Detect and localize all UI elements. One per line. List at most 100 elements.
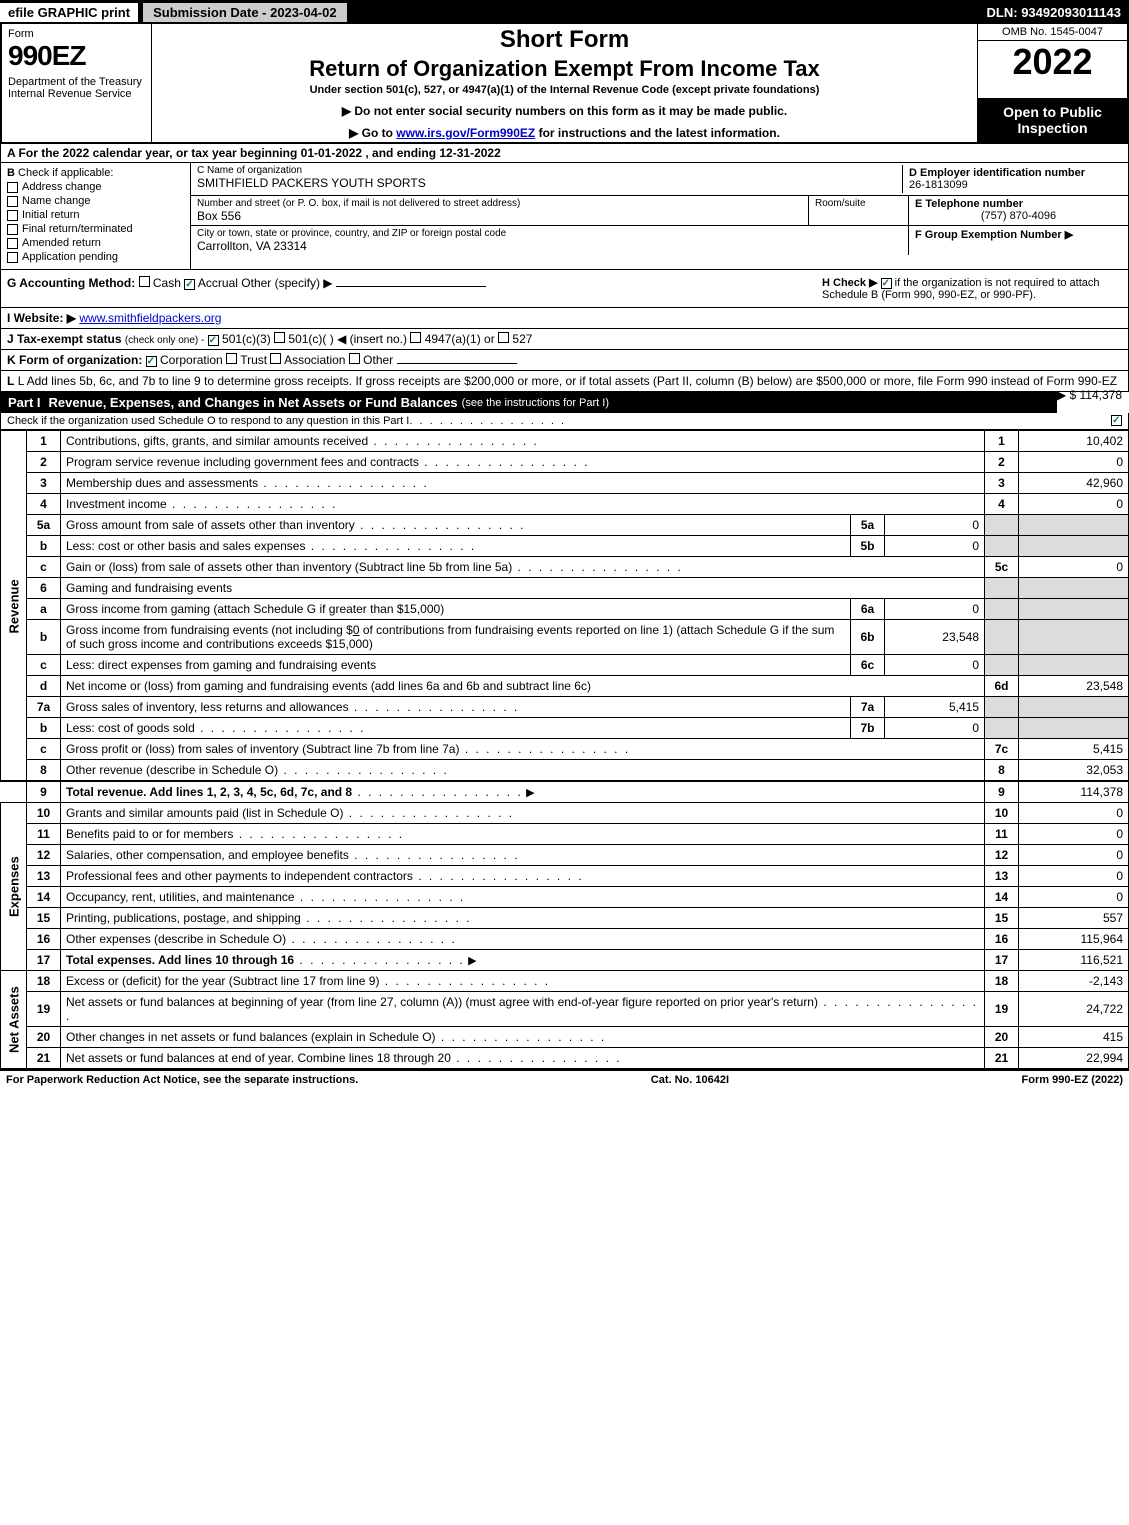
l2-amt: 0 (1019, 452, 1129, 473)
arrow-icon: ▶ (468, 955, 476, 967)
checkbox-icon[interactable] (139, 276, 150, 287)
l6b-sn: 6b (851, 620, 885, 655)
l9-rn: 9 (985, 781, 1019, 803)
l11-amt: 0 (1019, 824, 1129, 845)
l6-desc: Gaming and fundraising events (61, 578, 985, 599)
checkbox-icon[interactable] (226, 353, 237, 364)
tax-year: 2022 (978, 41, 1127, 98)
l3-rn: 3 (985, 473, 1019, 494)
line-21: 21 Net assets or fund balances at end of… (1, 1048, 1129, 1069)
page-footer: For Paperwork Reduction Act Notice, see … (0, 1069, 1129, 1089)
l18-amt: -2,143 (1019, 971, 1129, 992)
arrow-icon: ▶ (526, 787, 534, 799)
checkbox-icon[interactable] (208, 335, 219, 346)
l5b-num: b (27, 536, 61, 557)
l10-desc: Grants and similar amounts paid (list in… (66, 806, 343, 820)
org-name: SMITHFIELD PACKERS YOUTH SPORTS (197, 176, 902, 190)
l3-amt: 42,960 (1019, 473, 1129, 494)
checkbox-icon[interactable] (274, 332, 285, 343)
phone-value: (757) 870-4096 (915, 210, 1122, 222)
l6c-num: c (27, 655, 61, 676)
b-name-change[interactable]: Name change (7, 195, 184, 207)
l7c-amt: 5,415 (1019, 739, 1129, 760)
l7b-num: b (27, 718, 61, 739)
line-5c: c Gain or (loss) from sale of assets oth… (1, 557, 1129, 578)
l14-desc: Occupancy, rent, utilities, and maintena… (66, 890, 295, 904)
b-initial-return[interactable]: Initial return (7, 209, 184, 221)
l6d-amt: 23,548 (1019, 676, 1129, 697)
l10-rn: 10 (985, 803, 1019, 824)
b-initial-return-label: Initial return (22, 209, 79, 221)
b-app-pending[interactable]: Application pending (7, 251, 184, 263)
g-label: G Accounting Method: (7, 276, 135, 290)
line-17: 17 Total expenses. Add lines 10 through … (1, 950, 1129, 971)
b-final-return[interactable]: Final return/terminated (7, 223, 184, 235)
line-14: 14 Occupancy, rent, utilities, and maint… (1, 887, 1129, 908)
header-subtitle: Under section 501(c), 527, or 4947(a)(1)… (158, 84, 971, 96)
l12-num: 12 (27, 845, 61, 866)
checkbox-icon[interactable] (270, 353, 281, 364)
line-10: Expenses 10 Grants and similar amounts p… (1, 803, 1129, 824)
l6a-samt: 0 (885, 599, 985, 620)
line-3: 3 Membership dues and assessments 3 42,9… (1, 473, 1129, 494)
b-amended-return[interactable]: Amended return (7, 237, 184, 249)
l14-rn: 14 (985, 887, 1019, 908)
l14-num: 14 (27, 887, 61, 908)
l11-num: 11 (27, 824, 61, 845)
website-link[interactable]: www.smithfieldpackers.org (79, 311, 221, 325)
l5c-num: c (27, 557, 61, 578)
b-check-label: Check if applicable: (18, 167, 113, 179)
l21-amt: 22,994 (1019, 1048, 1129, 1069)
l17-amt: 116,521 (1019, 950, 1129, 971)
checkbox-icon[interactable] (184, 279, 195, 290)
checkbox-icon[interactable] (498, 332, 509, 343)
line-11: 11 Benefits paid to or for members 11 0 (1, 824, 1129, 845)
part1-sub: (see the instructions for Part I) (462, 397, 609, 409)
l19-num: 19 (27, 992, 61, 1027)
checkbox-icon (7, 224, 18, 235)
checkbox-icon[interactable] (410, 332, 421, 343)
l7b-sn: 7b (851, 718, 885, 739)
l6a-desc: Gross income from gaming (attach Schedul… (66, 602, 444, 616)
l5a-num: 5a (27, 515, 61, 536)
checkbox-icon[interactable] (1111, 415, 1122, 426)
line-6: 6 Gaming and fundraising events (1, 578, 1129, 599)
l17-desc: Total expenses. Add lines 10 through 16 (66, 953, 294, 967)
l20-rn: 20 (985, 1027, 1019, 1048)
instr-no-ssn: ▶ Do not enter social security numbers o… (158, 104, 971, 118)
l10-amt: 0 (1019, 803, 1129, 824)
section-b: B Check if applicable: Address change Na… (1, 163, 191, 269)
l1-amt: 10,402 (1019, 431, 1129, 452)
l3-num: 3 (27, 473, 61, 494)
l16-amt: 115,964 (1019, 929, 1129, 950)
l16-rn: 16 (985, 929, 1019, 950)
row-a-tax-year: A For the 2022 calendar year, or tax yea… (0, 144, 1129, 163)
i-label: I Website: ▶ (7, 311, 76, 325)
l2-desc: Program service revenue including govern… (66, 455, 419, 469)
g-other-blank[interactable] (336, 286, 486, 287)
l15-amt: 557 (1019, 908, 1129, 929)
l21-num: 21 (27, 1048, 61, 1069)
l5b-desc: Less: cost or other basis and sales expe… (66, 539, 305, 553)
row-k-formorg: K Form of organization: Corporation Trus… (0, 350, 1129, 371)
k-assoc: Association (284, 353, 345, 367)
l9-desc: Total revenue. Add lines 1, 2, 3, 4, 5c,… (66, 785, 352, 799)
checkbox-icon[interactable] (146, 356, 157, 367)
l17-rn: 17 (985, 950, 1019, 971)
checkbox-icon[interactable] (349, 353, 360, 364)
b-addr-change[interactable]: Address change (7, 181, 184, 193)
l7a-samt: 5,415 (885, 697, 985, 718)
l6b-blank: 0 (353, 623, 360, 637)
line-7b: b Less: cost of goods sold 7b 0 (1, 718, 1129, 739)
c-label: C Name of organization (197, 165, 902, 176)
part1-title: Revenue, Expenses, and Changes in Net As… (49, 395, 458, 410)
l19-rn: 19 (985, 992, 1019, 1027)
irs-link[interactable]: www.irs.gov/Form990EZ (396, 126, 535, 140)
omb-number: OMB No. 1545-0047 (978, 24, 1127, 41)
checkbox-icon[interactable] (881, 278, 892, 289)
k-other-blank[interactable] (397, 363, 517, 364)
f-label: F Group Exemption Number ▶ (915, 228, 1122, 241)
l10-num: 10 (27, 803, 61, 824)
l4-desc: Investment income (66, 497, 167, 511)
instr-goto: ▶ Go to www.irs.gov/Form990EZ for instru… (158, 126, 971, 140)
